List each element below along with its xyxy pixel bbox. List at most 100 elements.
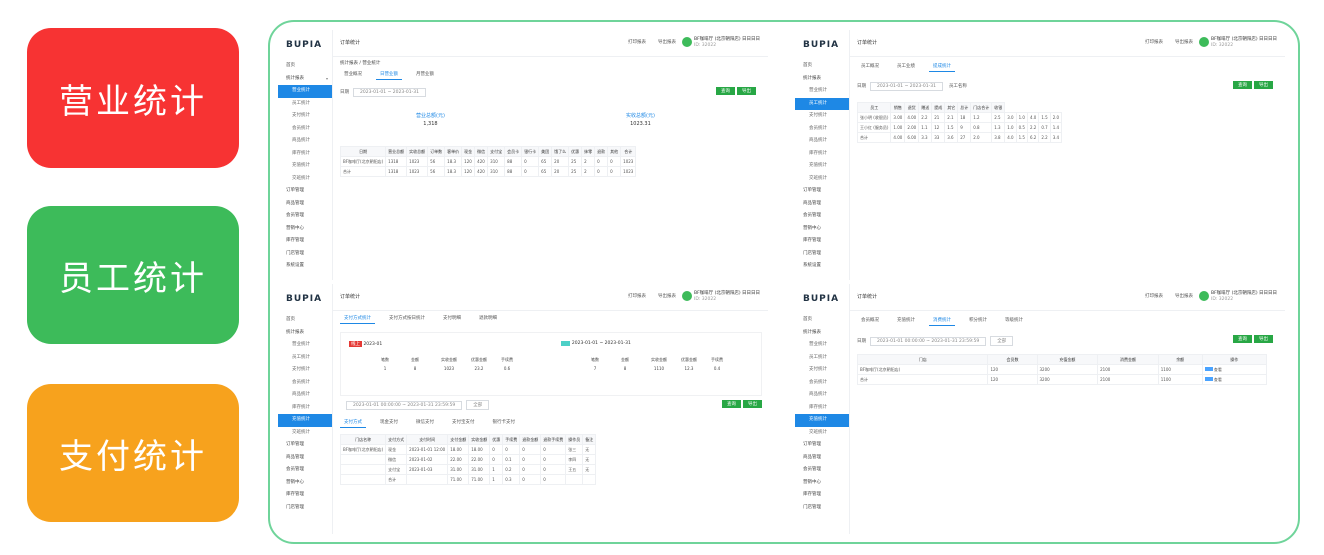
sidebar-item-stores[interactable]: 门店管理 (803, 504, 821, 510)
sidebar-item-business[interactable]: 营业统计 (292, 342, 310, 347)
subtab-alipay[interactable]: 支付宝支付 (452, 420, 475, 425)
export-button[interactable]: 导出 (737, 87, 756, 95)
shop-name[interactable]: BF咖啡厅 (北京朝阳店) 日日日日 ID: 32022 (694, 37, 761, 48)
export-report-button[interactable]: 导出报表 (1175, 294, 1193, 299)
subtab-method[interactable]: 支付方式 (340, 418, 366, 428)
sidebar-item-shift[interactable]: 交班统计 (292, 175, 310, 181)
sidebar-item-goods-mgmt[interactable]: 商品管理 (286, 200, 304, 206)
sidebar-item-stock[interactable]: 库存统计 (809, 150, 827, 156)
sidebar-item-reports[interactable]: 统计报表 ▾ (278, 73, 332, 86)
sidebar-item-reports[interactable]: 统计报表 (803, 329, 821, 335)
tab-daily[interactable]: 日营业额 (376, 70, 402, 80)
sidebar-item-goods-mgmt[interactable]: 商品管理 (803, 200, 821, 206)
shop-name[interactable]: BF咖啡厅 (北京朝阳店) 日日日日 ID: 32022 (1211, 37, 1278, 48)
query-button[interactable]: 查询 (716, 87, 735, 95)
query-button[interactable]: 查询 (1233, 335, 1252, 343)
sidebar-item-recharge[interactable]: 充值统计 (795, 414, 849, 427)
avatar[interactable] (1199, 37, 1209, 47)
sidebar-item-goods-mgmt[interactable]: 商品管理 (286, 454, 304, 460)
sidebar-item-inventory[interactable]: 库存管理 (286, 492, 304, 497)
tab-monthly[interactable]: 月营业额 (416, 72, 434, 77)
print-button[interactable]: 打印报表 (628, 294, 646, 299)
sidebar-item-employee[interactable]: 员工统计 (795, 97, 849, 110)
sidebar-item-payment[interactable]: 支付统计 (292, 367, 310, 372)
sidebar-item-orders[interactable]: 订单管理 (803, 188, 821, 193)
sidebar-item-goods[interactable]: 商品统计 (292, 392, 310, 397)
sidebar-item-goods[interactable]: 商品统计 (292, 138, 310, 143)
tab-payment-method[interactable]: 支付方式统计 (340, 314, 375, 324)
sidebar-item-reports[interactable]: 统计报表 (803, 75, 821, 81)
sidebar-item-marketing[interactable]: 营销中心 (286, 479, 304, 485)
sidebar-item-stores[interactable]: 门店管理 (286, 250, 304, 256)
print-button[interactable]: 打印报表 (1145, 294, 1163, 299)
sidebar-item-settings[interactable]: 系统设置 (286, 263, 304, 268)
sidebar-item-home[interactable]: 首页 (286, 63, 295, 68)
avatar[interactable] (1199, 291, 1209, 301)
sidebar-item-reports[interactable]: 统计报表 (286, 329, 304, 335)
datetime-range-input[interactable]: 2023-01-01 00:00:00 ~ 2023-01-31 23:59:5… (346, 401, 463, 410)
sidebar-item-stock[interactable]: 库存统计 (292, 150, 310, 156)
shop-name[interactable]: BF咖啡厅 (北京朝阳店) 日日日日 ID: 32022 (1211, 291, 1278, 302)
sidebar-item-goods[interactable]: 商品统计 (809, 392, 827, 397)
date-range-input[interactable]: 2023-01-01 00:00:00 ~ 2023-01-31 23:59:5… (870, 337, 987, 346)
sidebar-item-home[interactable]: 首页 (803, 317, 812, 322)
sidebar-item-settings[interactable]: 系统设置 (803, 263, 821, 268)
subtab-card[interactable]: 银行卡支付 (492, 420, 516, 425)
print-button[interactable]: 打印报表 (628, 40, 646, 45)
sidebar-item-payment[interactable]: 支付统计 (809, 367, 827, 372)
export-report-button[interactable]: 导出报表 (1175, 40, 1193, 45)
tab-member-overview[interactable]: 会员概况 (861, 318, 879, 323)
tab-payment-daily[interactable]: 支付方式按日统计 (389, 316, 425, 321)
tab-refund-detail[interactable]: 退款明细 (479, 316, 497, 321)
print-button[interactable]: 打印报表 (1145, 40, 1163, 45)
subtab-wechat[interactable]: 微信支付 (416, 420, 434, 425)
sidebar-item-shift[interactable]: 交班统计 (809, 175, 827, 181)
view-button[interactable]: 查看 (1201, 364, 1268, 375)
date-range-input[interactable]: 2023-01-01 ~ 2023-01-31 (353, 88, 426, 97)
avatar[interactable] (682, 291, 692, 301)
tab-points[interactable]: 积分统计 (969, 318, 987, 323)
shop-name[interactable]: BF咖啡厅 (北京朝阳店) 日日日日 ID: 32022 (694, 291, 761, 302)
sidebar-item-member[interactable]: 会员统计 (809, 125, 827, 131)
sidebar-item-stores[interactable]: 门店管理 (803, 250, 821, 256)
avatar[interactable] (682, 37, 692, 47)
sidebar-item-recharge[interactable]: 充值统计 (809, 163, 827, 168)
query-button[interactable]: 查询 (722, 400, 741, 408)
tab-level[interactable]: 等级统计 (1005, 318, 1023, 323)
sidebar-item-orders[interactable]: 订单管理 (286, 442, 304, 447)
sidebar-item-employee[interactable]: 员工统计 (292, 100, 310, 106)
sidebar-item-marketing[interactable]: 营销中心 (286, 225, 304, 231)
sidebar-item-employee[interactable]: 员工统计 (809, 354, 827, 360)
sidebar-item-inventory[interactable]: 库存管理 (803, 492, 821, 497)
tab-payment-detail[interactable]: 支付明细 (443, 316, 461, 321)
sidebar-item-member[interactable]: 会员统计 (292, 379, 310, 385)
sidebar-item-inventory[interactable]: 库存管理 (286, 238, 304, 243)
tab-performance[interactable]: 员工业绩 (897, 64, 915, 69)
sidebar-item-inventory[interactable]: 库存管理 (803, 238, 821, 243)
sidebar-item-members[interactable]: 会员管理 (803, 213, 821, 218)
sidebar-item-members[interactable]: 会员管理 (286, 213, 304, 218)
sidebar-item-marketing[interactable]: 营销中心 (803, 479, 821, 485)
export-button[interactable]: 导出 (743, 400, 762, 408)
query-button[interactable]: 查询 (1233, 81, 1252, 89)
status-select[interactable]: 全部 (990, 336, 1014, 346)
tab-consume[interactable]: 消费统计 (929, 316, 955, 326)
sidebar-item-orders[interactable]: 订单管理 (286, 188, 304, 193)
sidebar-item-stores[interactable]: 门店管理 (286, 504, 304, 510)
sidebar-item-goods-mgmt[interactable]: 商品管理 (803, 454, 821, 460)
date-range-input[interactable]: 2023-01-01 ~ 2023-01-31 (870, 82, 943, 91)
status-select[interactable]: 全部 (466, 400, 490, 410)
sidebar-item-payment[interactable]: 支付统计 (292, 113, 310, 118)
sidebar-item-members[interactable]: 会员管理 (286, 467, 304, 472)
sidebar-item-employee[interactable]: 员工统计 (292, 354, 310, 360)
view-button[interactable]: 查看 (1201, 374, 1268, 385)
category-employee-stats[interactable]: 员工统计 (27, 206, 239, 344)
sidebar-item-payment[interactable]: 支付统计 (809, 113, 827, 118)
sidebar-item-business[interactable]: 营业统计 (809, 88, 827, 93)
tab-commission[interactable]: 提成统计 (929, 62, 955, 72)
category-payment-stats[interactable]: 支付统计 (27, 384, 239, 522)
sidebar-item-stock[interactable]: 库存统计 (809, 404, 827, 410)
sidebar-item-shift[interactable]: 交班统计 (809, 429, 827, 435)
export-report-button[interactable]: 导出报表 (658, 40, 676, 45)
export-button[interactable]: 导出 (1254, 335, 1273, 343)
